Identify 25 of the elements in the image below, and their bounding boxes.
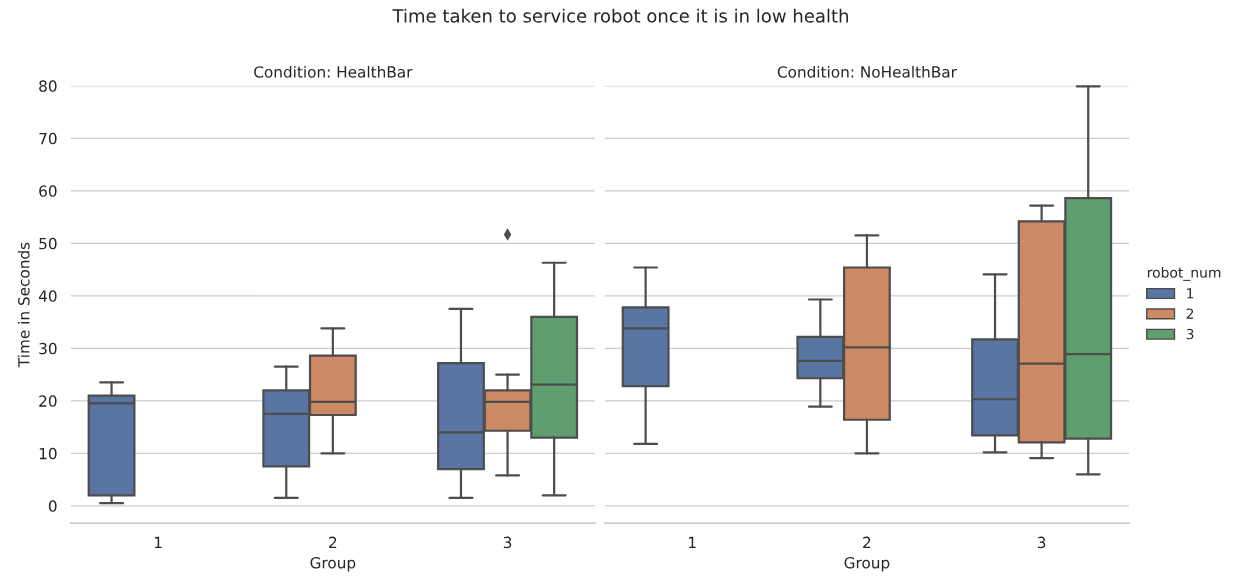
chart-title: Condition: HealthBar [254, 65, 413, 78]
legend-label: 2 [1186, 308, 1194, 319]
y-tick-label: 20 [39, 395, 57, 407]
x-tick-label: 1 [689, 536, 696, 548]
x-axis-title: Group [310, 556, 356, 572]
y-axis-title: Time in Seconds [17, 242, 30, 368]
y-tick-label: 80 [39, 80, 57, 92]
x-tick-label: 1 [154, 536, 162, 548]
x-tick-label: 2 [329, 536, 337, 548]
y-tick-label: 70 [39, 132, 57, 145]
y-tick-label: 60 [39, 185, 57, 197]
y-tick-label: 30 [39, 342, 57, 355]
x-axis-title: Group [844, 556, 890, 572]
y-tick-label: 10 [39, 447, 57, 460]
y-tick-label: 50 [39, 237, 57, 250]
x-tick-label: 2 [863, 536, 871, 548]
y-tick-label: 0 [48, 500, 57, 512]
x-tick-label: 3 [1037, 536, 1046, 549]
x-tick-label: 3 [503, 536, 512, 549]
text: Time taken to service robot once it is in low health [392, 8, 848, 23]
chart-title: Condition: NoHealthBar [777, 65, 957, 78]
legend-label: 1 [1187, 288, 1194, 299]
legend-label: 3 [1186, 328, 1194, 340]
y-tick-label: 40 [38, 290, 57, 302]
legend-title: robot_num [1147, 267, 1221, 281]
